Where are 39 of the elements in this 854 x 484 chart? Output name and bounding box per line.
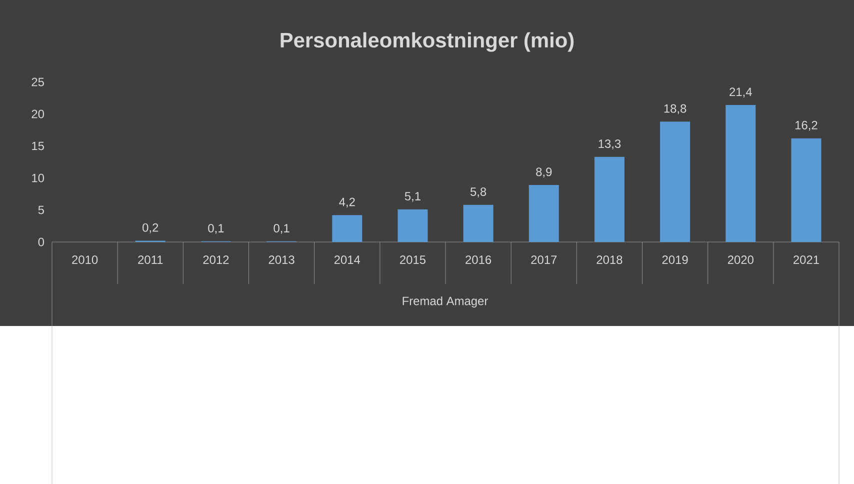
y-tick-label: 25 xyxy=(32,78,44,86)
data-label: 4,2 xyxy=(339,198,355,208)
data-label: 16,2 xyxy=(795,120,818,131)
x-tick-label: 2019 xyxy=(662,255,688,264)
bar xyxy=(660,122,690,242)
bar xyxy=(726,104,756,242)
bar xyxy=(332,215,362,242)
x-tick-label: 2010 xyxy=(72,255,98,264)
bar xyxy=(398,209,428,242)
y-tick-label: 5 xyxy=(38,206,44,214)
data-label: 13,3 xyxy=(598,139,621,150)
bar xyxy=(791,138,822,242)
y-tick-label: 20 xyxy=(32,110,44,118)
x-tick-label: 2015 xyxy=(400,255,426,264)
data-label: 5,1 xyxy=(404,192,420,202)
x-tick-label: 2020 xyxy=(728,255,754,264)
bar xyxy=(463,204,494,242)
chart-title: Personaleomkostninger (mio) xyxy=(280,32,574,52)
y-tick-label: 0 xyxy=(38,238,44,246)
x-tick-label: 2017 xyxy=(531,255,557,264)
data-label: 0,1 xyxy=(274,224,290,234)
x-tick-label: 2021 xyxy=(794,255,819,264)
bar xyxy=(594,156,624,242)
x-tick-label: 2014 xyxy=(334,255,360,264)
x-tick-label: 2018 xyxy=(596,255,622,264)
x-tick-label: 2013 xyxy=(268,255,294,264)
data-label: 0,1 xyxy=(208,224,224,234)
data-label: 0,2 xyxy=(142,223,158,234)
data-label: 5,8 xyxy=(470,187,486,198)
x-axis-title: Fremad Amager xyxy=(402,296,488,308)
x-tick-label: 2012 xyxy=(203,255,229,264)
x-tick-label: 2011 xyxy=(138,255,163,264)
y-tick-label: 15 xyxy=(32,142,44,150)
data-label: 21,4 xyxy=(730,88,752,98)
data-label: 18,8 xyxy=(664,104,686,114)
data-label: 8,9 xyxy=(536,168,552,178)
y-tick-label: 10 xyxy=(32,174,44,182)
x-tick-label: 2016 xyxy=(466,255,492,264)
bar xyxy=(528,184,559,242)
